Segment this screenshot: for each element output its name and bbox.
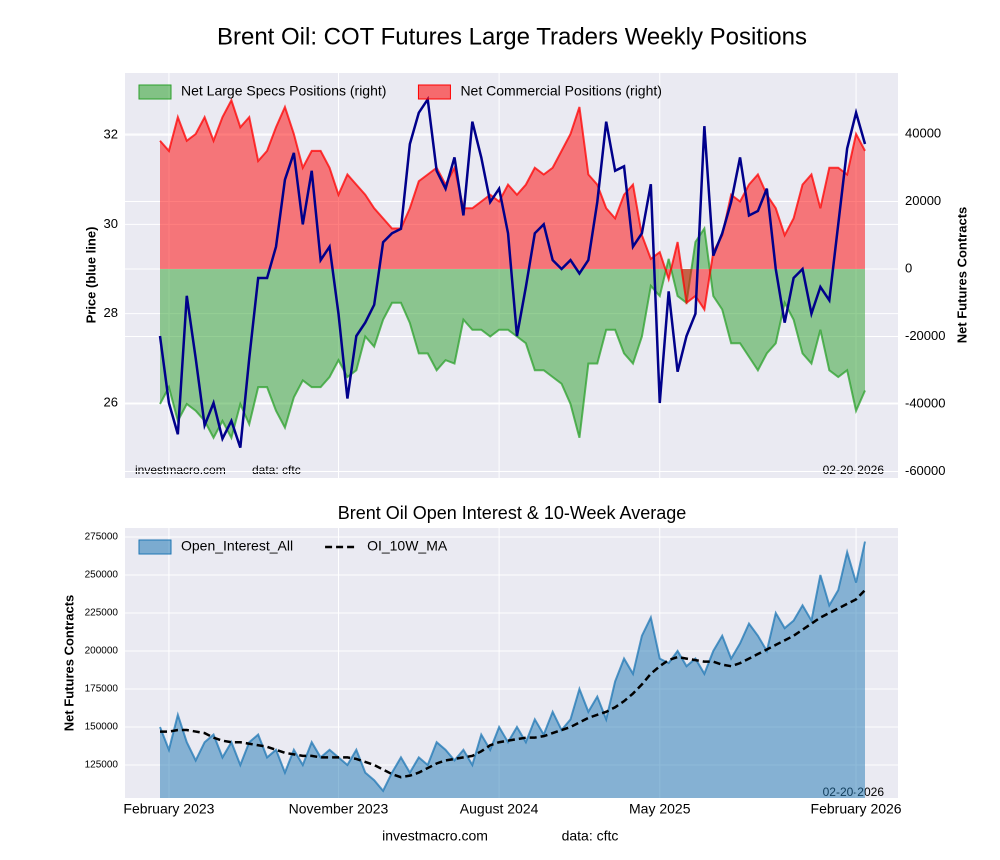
line bbox=[158, 95, 867, 449]
legend-label: Net Commercial Positions (right) bbox=[460, 83, 662, 99]
y-tick-label: 275000 bbox=[85, 532, 119, 543]
x-tick-label: August 2024 bbox=[460, 801, 539, 817]
legend-label: Open_Interest_All bbox=[181, 538, 293, 554]
y-tick-label: 26 bbox=[104, 394, 118, 409]
watermark: investmacro.com bbox=[382, 828, 488, 844]
y2-axis-label: Net Futures Contracts bbox=[954, 207, 969, 344]
legend-swatch bbox=[138, 84, 172, 100]
area-edge bbox=[159, 541, 866, 793]
date-label: 02-20-2026 bbox=[823, 463, 885, 477]
area-edge bbox=[159, 225, 866, 441]
y2-tick-label: 20000 bbox=[905, 193, 941, 208]
y-tick-label: 30 bbox=[104, 216, 118, 231]
watermark: investmacro.com bbox=[135, 463, 226, 477]
area-fill bbox=[160, 541, 865, 798]
y2-tick-label: -60000 bbox=[905, 463, 945, 478]
chart-title: Brent Oil Open Interest & 10-Week Averag… bbox=[338, 503, 687, 523]
y-tick-label: 250000 bbox=[85, 570, 119, 581]
y2-tick-label: 40000 bbox=[905, 125, 941, 140]
y-tick-label: 32 bbox=[104, 127, 118, 142]
y2-tick-label: -40000 bbox=[905, 395, 945, 410]
y-axis-label: Net Futures Contracts bbox=[61, 595, 76, 732]
y-tick-label: 225000 bbox=[85, 608, 119, 619]
y-tick-label: 125000 bbox=[85, 760, 119, 771]
y-tick-label: 175000 bbox=[85, 684, 119, 695]
source: data: cftc bbox=[562, 828, 619, 844]
line bbox=[160, 589, 866, 779]
y-axis-label: Price (blue line) bbox=[83, 227, 98, 324]
area-fill bbox=[160, 100, 865, 310]
y-tick-label: 28 bbox=[104, 305, 118, 320]
y-tick-label: 200000 bbox=[85, 646, 119, 657]
y-tick-label: 150000 bbox=[85, 722, 119, 733]
legend-swatch bbox=[417, 84, 451, 100]
legend-label: Net Large Specs Positions (right) bbox=[181, 83, 386, 99]
legend-label: OI_10W_MA bbox=[367, 538, 448, 554]
chart-title: Brent Oil: COT Futures Large Traders Wee… bbox=[217, 23, 807, 50]
source: data: cftc bbox=[252, 463, 301, 477]
legend-swatch bbox=[138, 539, 172, 555]
y2-tick-label: 0 bbox=[905, 260, 912, 275]
x-tick-label: February 2023 bbox=[123, 801, 214, 817]
area-edge bbox=[159, 97, 866, 313]
y2-tick-label: -20000 bbox=[905, 328, 945, 343]
x-tick-label: February 2026 bbox=[811, 801, 902, 817]
x-tick-label: November 2023 bbox=[289, 801, 389, 817]
x-tick-label: May 2025 bbox=[629, 801, 691, 817]
